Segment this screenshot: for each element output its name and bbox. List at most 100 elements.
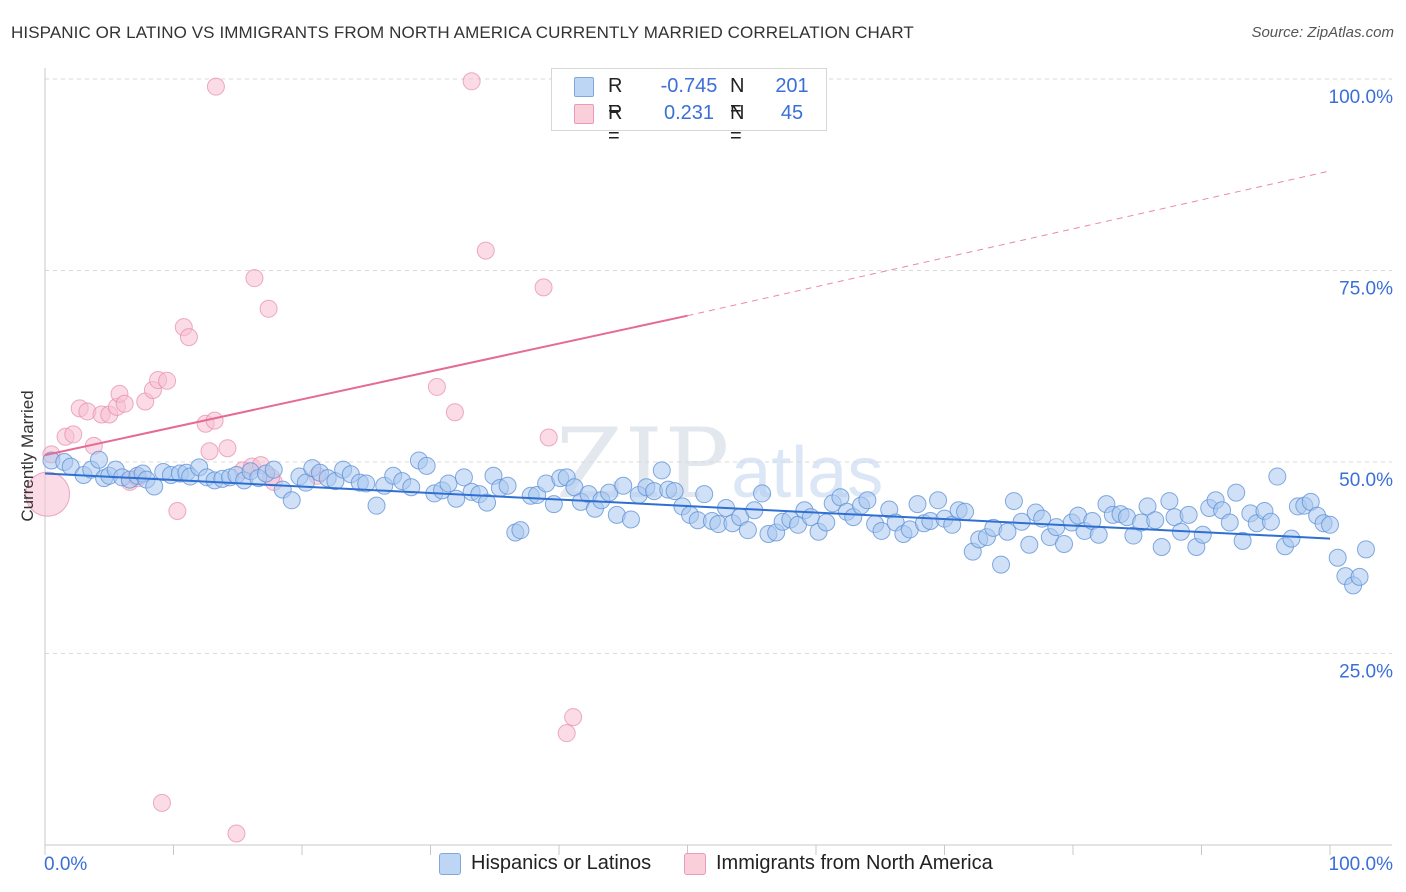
data-point-hispanics bbox=[614, 476, 633, 495]
data-point-hispanics bbox=[1193, 525, 1212, 544]
legend-n-label: N = bbox=[730, 75, 745, 120]
series-hispanics-points bbox=[42, 450, 1375, 595]
data-point-hispanics bbox=[1328, 548, 1347, 567]
data-point-hispanics bbox=[817, 513, 836, 532]
trend-line-immigrants bbox=[44, 314, 688, 457]
data-point-immigrants bbox=[218, 439, 237, 458]
data-point-hispanics bbox=[1055, 534, 1074, 553]
data-point-hispanics bbox=[478, 493, 497, 512]
data-point-hispanics bbox=[1227, 483, 1246, 502]
chart-title: HISPANIC OR LATINO VS IMMIGRANTS FROM NO… bbox=[11, 23, 914, 42]
grid-lines bbox=[45, 78, 1392, 654]
data-point-immigrants bbox=[179, 328, 198, 347]
y-tick-label: 50.0% bbox=[1339, 470, 1393, 491]
data-point-hispanics bbox=[992, 555, 1011, 574]
data-point-hispanics bbox=[1179, 505, 1198, 524]
data-point-hispanics bbox=[367, 496, 386, 515]
data-point-immigrants bbox=[200, 442, 219, 461]
data-point-immigrants bbox=[564, 708, 583, 727]
data-point-immigrants bbox=[168, 502, 187, 521]
data-point-immigrants bbox=[427, 377, 446, 396]
data-point-hispanics bbox=[439, 474, 458, 493]
data-point-hispanics bbox=[1282, 529, 1301, 548]
legend-r-value: -0.745 bbox=[660, 75, 718, 97]
data-point-hispanics bbox=[738, 521, 757, 540]
data-point-hispanics bbox=[282, 491, 301, 510]
data-point-hispanics bbox=[498, 476, 517, 495]
data-point-hispanics bbox=[1020, 535, 1039, 554]
data-point-hispanics bbox=[1089, 525, 1108, 544]
data-point-immigrants bbox=[557, 724, 576, 743]
data-point-hispanics bbox=[1004, 492, 1023, 511]
bottom-legend-swatch-blue bbox=[439, 853, 461, 875]
data-point-hispanics bbox=[665, 482, 684, 501]
data-point-hispanics bbox=[1268, 467, 1287, 486]
data-point-immigrants bbox=[539, 428, 558, 447]
data-point-immigrants bbox=[115, 394, 134, 413]
legend-r-label: R = bbox=[608, 102, 623, 147]
data-point-hispanics bbox=[1321, 515, 1339, 534]
y-axis-label: Currently Married bbox=[18, 390, 37, 521]
data-point-hispanics bbox=[1220, 513, 1239, 532]
data-point-hispanics bbox=[998, 522, 1017, 541]
y-tick-label: 25.0% bbox=[1339, 662, 1393, 683]
data-point-hispanics bbox=[447, 489, 466, 508]
data-point-hispanics bbox=[929, 491, 948, 510]
bottom-legend-swatch-pink bbox=[684, 853, 706, 875]
data-point-hispanics bbox=[908, 495, 927, 514]
legend-swatch-blue bbox=[574, 77, 594, 97]
data-point-hispanics bbox=[1047, 518, 1066, 537]
data-point-immigrants bbox=[259, 299, 278, 318]
chart-source: Source: ZipAtlas.com bbox=[1251, 24, 1394, 41]
legend-r-label: R = bbox=[608, 75, 623, 120]
data-point-immigrants bbox=[227, 824, 246, 843]
data-point-immigrants bbox=[25, 471, 71, 517]
data-point-hispanics bbox=[956, 502, 975, 521]
data-point-hispanics bbox=[1146, 511, 1165, 530]
legend-n-label: N = bbox=[730, 102, 745, 147]
trend-line-hispanics bbox=[44, 472, 1331, 540]
legend-r-value: 0.231 bbox=[663, 102, 715, 124]
data-point-hispanics bbox=[1160, 492, 1179, 511]
data-point-hispanics bbox=[1138, 497, 1157, 516]
data-point-immigrants bbox=[462, 72, 481, 91]
x-tick-label: 0.0% bbox=[44, 854, 87, 875]
data-point-hispanics bbox=[652, 461, 671, 480]
correlation-legend: R = -0.745 N = 201 R = 0.231 N = 45 bbox=[551, 68, 827, 147]
data-point-hispanics bbox=[264, 460, 283, 479]
data-point-immigrants bbox=[445, 403, 464, 422]
bottom-legend-label: Immigrants from North America bbox=[716, 852, 993, 874]
data-point-hispanics bbox=[89, 450, 108, 469]
data-point-hispanics bbox=[872, 521, 891, 540]
data-point-hispanics bbox=[417, 456, 436, 475]
legend-n-value: 45 bbox=[780, 102, 804, 124]
bottom-legend-label: Hispanics or Latinos bbox=[471, 852, 652, 874]
data-point-immigrants bbox=[152, 793, 171, 812]
data-point-immigrants bbox=[534, 278, 553, 297]
data-point-hispanics bbox=[1261, 512, 1280, 531]
tick-labels: 25.0% 50.0% 75.0% 100.0% 0.0% 100.0% bbox=[44, 87, 1393, 875]
data-point-hispanics bbox=[1350, 567, 1369, 586]
data-point-hispanics bbox=[621, 510, 640, 529]
data-point-immigrants bbox=[206, 77, 225, 96]
data-point-immigrants bbox=[64, 425, 83, 444]
data-point-hispanics bbox=[145, 477, 164, 496]
x-tick-label: 100.0% bbox=[1329, 854, 1394, 875]
data-point-immigrants bbox=[205, 411, 224, 430]
y-tick-label: 100.0% bbox=[1329, 87, 1394, 108]
data-point-hispanics bbox=[753, 484, 772, 503]
data-point-hispanics bbox=[1152, 538, 1171, 557]
data-point-hispanics bbox=[357, 474, 376, 493]
data-point-hispanics bbox=[454, 468, 473, 487]
legend-swatch-pink bbox=[574, 104, 594, 124]
series-immigrants-points bbox=[25, 70, 676, 843]
y-tick-label: 75.0% bbox=[1339, 279, 1393, 300]
data-point-hispanics bbox=[511, 521, 530, 540]
data-point-hispanics bbox=[858, 491, 877, 510]
legend-n-value: 201 bbox=[775, 75, 809, 97]
data-point-immigrants bbox=[245, 269, 264, 288]
data-point-hispanics bbox=[695, 485, 714, 504]
data-point-immigrants bbox=[476, 241, 495, 260]
trend-lines bbox=[44, 170, 1331, 540]
